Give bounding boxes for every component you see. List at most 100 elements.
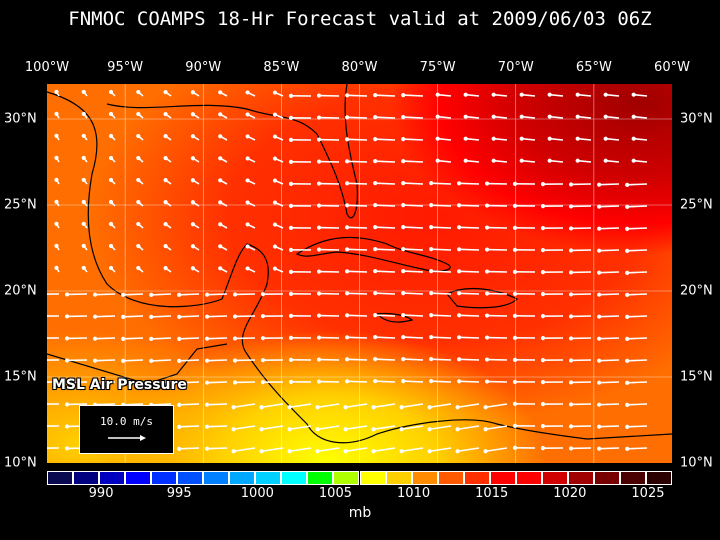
wind-arrow [540, 446, 564, 451]
wind-arrow [232, 380, 256, 385]
wind-arrow [625, 358, 648, 363]
longitude-label: 75°W [419, 60, 456, 75]
colorbar-swatch [307, 471, 334, 485]
wind-arrow [108, 133, 116, 141]
wind-arrow [272, 134, 284, 141]
wind-arrow [512, 357, 536, 362]
wind-arrow [371, 425, 396, 432]
wind-arrow [232, 358, 256, 363]
wind-arrow [218, 244, 228, 251]
wind-arrow [597, 226, 620, 231]
wind-arrow [512, 423, 536, 428]
wind-arrow [512, 203, 536, 208]
wind-arrow [429, 335, 452, 340]
wind-arrow [121, 314, 144, 319]
wind-arrow [287, 403, 312, 410]
wind-arrow [316, 313, 340, 318]
wind-arrow [343, 403, 368, 410]
wind-arrow [429, 225, 452, 230]
wind-arrow [245, 112, 256, 119]
wind-arrow [288, 115, 312, 120]
wind-arrow [205, 424, 228, 429]
wind-scale-arrow-icon [108, 435, 146, 441]
wind-arrow [597, 292, 620, 297]
coastline-hispaniola [446, 288, 519, 309]
wind-arrow [81, 243, 88, 251]
wind-arrow [568, 270, 592, 275]
colorbar-swatch [281, 471, 308, 485]
colorbar-swatch [47, 471, 74, 485]
wind-arrow [429, 181, 452, 186]
wind-arrow [81, 177, 88, 185]
wind-vectors [47, 89, 648, 454]
wind-scale-label: 10.0 m/s [100, 415, 153, 428]
wind-arrow [625, 182, 648, 187]
wind-arrow [429, 203, 452, 208]
wind-arrow [484, 379, 508, 384]
wind-arrow [288, 357, 312, 362]
wind-arrow [568, 424, 592, 429]
wind-arrow [218, 266, 228, 273]
wind-arrow [547, 136, 564, 141]
wind-arrow [401, 225, 424, 230]
wind-arrow [205, 358, 228, 363]
wind-arrow [136, 221, 144, 229]
wind-arrow [121, 358, 144, 363]
wind-arrow [373, 335, 396, 340]
wind-arrow [519, 136, 536, 141]
wind-arrow [491, 136, 508, 141]
wind-arrow [401, 247, 424, 252]
colorbar-swatch [203, 471, 230, 485]
wind-arrow [205, 402, 228, 407]
wind-arrow [373, 115, 396, 120]
wind-arrow [512, 335, 536, 340]
wind-arrow [455, 425, 480, 432]
colorbar-swatch [229, 471, 256, 485]
wind-arrow [136, 265, 144, 273]
wind-arrow [245, 244, 256, 251]
wind-arrow [457, 313, 480, 318]
wind-arrow [401, 269, 424, 274]
latitude-label: 20°N [680, 283, 713, 299]
wind-arrow [373, 313, 396, 318]
longitude-label: 90°W [185, 60, 222, 75]
wind-arrow [597, 358, 620, 363]
wind-arrow [108, 265, 116, 273]
wind-arrow [272, 266, 284, 273]
wind-arrow [345, 181, 368, 186]
wind-arrow [163, 134, 172, 141]
wind-arrow [260, 358, 284, 363]
wind-arrow [163, 112, 172, 119]
wind-arrow [190, 266, 200, 273]
wind-arrow [345, 137, 368, 142]
latitude-label: 10°N [680, 455, 713, 471]
wind-arrow [231, 403, 256, 410]
wind-arrow [54, 243, 60, 251]
wind-arrow [205, 292, 228, 297]
wind-arrow [568, 358, 592, 363]
wind-arrow [625, 402, 648, 407]
wind-arrow [484, 269, 508, 274]
wind-arrow [93, 358, 116, 363]
wind-arrow [401, 181, 424, 186]
wind-arrow [597, 314, 620, 319]
wind-arrow [54, 155, 60, 163]
wind-arrow [575, 92, 592, 97]
wind-arrow [190, 90, 200, 97]
wind-arrow [64, 380, 88, 385]
wind-arrow [316, 357, 340, 362]
longitude-label: 70°W [497, 60, 534, 75]
colorbar-swatch [333, 471, 360, 485]
wind-arrow [245, 200, 256, 207]
wind-arrow [457, 379, 480, 384]
wind-arrow [163, 266, 172, 273]
colorbar-label: 1020 [553, 486, 587, 501]
wind-arrow [435, 114, 452, 119]
longitude-label: 85°W [263, 60, 300, 75]
wind-arrow [245, 222, 256, 229]
wind-arrow [429, 379, 452, 384]
colorbar-swatch [463, 471, 490, 485]
wind-arrow [190, 244, 200, 251]
wind-arrow [540, 248, 564, 253]
wind-arrow [136, 133, 144, 141]
